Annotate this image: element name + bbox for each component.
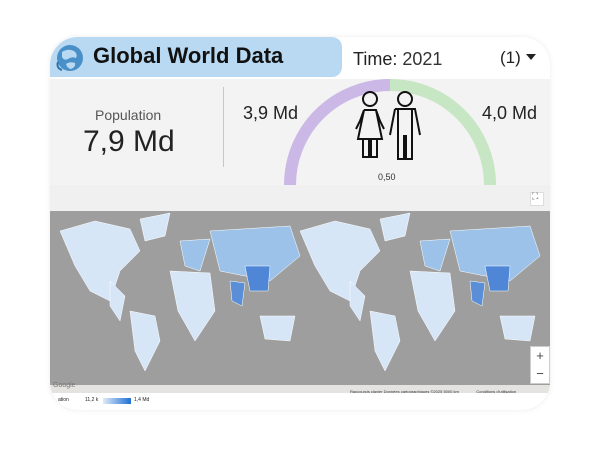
- time-selector: Time: 2021: [353, 49, 442, 70]
- stats-row: Population 7,9 Md 3,9 Md 4,0 Md 0,50: [50, 79, 550, 185]
- map-toolbar: ⛶: [50, 185, 550, 211]
- dropdown-label: (1): [500, 48, 521, 67]
- male-population-value: 4,0 Md: [482, 103, 538, 123]
- population-label: Population: [95, 107, 162, 123]
- gauge-male-arc: [389, 79, 496, 185]
- zoom-controls: + −: [530, 346, 550, 384]
- stats-divider: [223, 87, 224, 167]
- legend-max: 1,4 Md: [134, 397, 150, 403]
- continents-copy-1: [59, 212, 301, 372]
- time-label: Time:: [353, 49, 398, 69]
- zoom-out-button[interactable]: −: [536, 366, 544, 381]
- time-value: 2021: [402, 49, 443, 69]
- map-legend: ation 11,2 k 1,4 Md: [50, 393, 550, 410]
- fullscreen-icon: ⛶: [532, 191, 539, 201]
- caret-down-icon: [525, 54, 536, 60]
- map-attribution[interactable]: Raccourcis clavier Données cartographiqu…: [350, 389, 517, 394]
- man-icon: [389, 91, 421, 160]
- gender-gauge: [284, 79, 496, 185]
- female-population-value: 3,9 Md: [243, 103, 299, 123]
- fullscreen-button[interactable]: ⛶: [530, 191, 544, 206]
- zoom-in-button[interactable]: +: [536, 348, 544, 363]
- population-value: 7,9 Md: [83, 125, 175, 158]
- legend-gradient: [103, 398, 131, 404]
- legend-min: 11,2 k: [85, 397, 99, 403]
- legend-label: ation: [58, 397, 69, 403]
- header-bar: Global World Data Time: 2021 (1): [50, 37, 550, 79]
- map-ocean: [50, 211, 550, 385]
- globe-logo-icon: [56, 45, 83, 71]
- title-pill: Global World Data: [50, 37, 342, 77]
- dashboard-card: Global World Data Time: 2021 (1) Populat…: [50, 37, 550, 410]
- gauge-female-arc: [284, 79, 391, 185]
- woman-icon: [355, 91, 385, 158]
- time-dropdown[interactable]: (1): [500, 48, 536, 68]
- page-title: Global World Data: [93, 43, 284, 68]
- map-land-layer: [59, 212, 541, 372]
- continents-copy-2: [299, 212, 541, 372]
- world-map[interactable]: ⛶: [50, 185, 550, 410]
- google-logo: Google: [53, 382, 76, 389]
- gender-ratio-value: 0,50: [378, 172, 396, 182]
